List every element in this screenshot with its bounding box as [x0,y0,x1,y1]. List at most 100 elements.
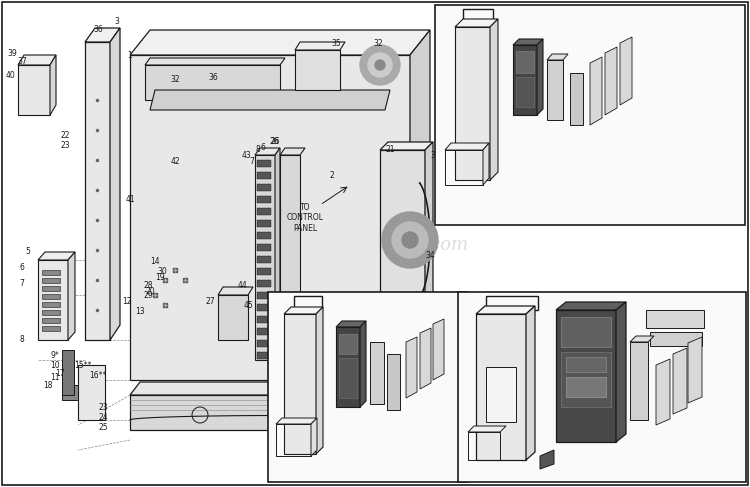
Text: 29: 29 [143,292,153,300]
Text: FD: FD [301,299,315,309]
Bar [42,318,60,323]
Polygon shape [540,450,554,469]
Bar [339,358,357,398]
Text: TO A: TO A [510,190,530,200]
Text: 4: 4 [436,170,440,180]
Polygon shape [218,287,253,295]
Text: C: C [647,420,653,430]
Bar [257,220,271,227]
Polygon shape [218,295,248,340]
Text: E: E [333,410,339,418]
Text: A: A [488,15,493,23]
Polygon shape [360,321,366,407]
Polygon shape [425,142,433,380]
Text: L: L [278,470,282,480]
Text: 23: 23 [60,141,70,150]
Polygon shape [50,55,56,115]
Text: 28: 28 [143,281,153,291]
Text: ED: ED [471,13,485,23]
Text: K: K [270,413,276,423]
Polygon shape [605,47,617,115]
Text: F: F [653,426,658,434]
Polygon shape [556,310,616,442]
Polygon shape [284,307,323,314]
Polygon shape [336,321,366,327]
Bar [257,268,271,275]
Text: JD+LD: JD+LD [495,299,529,309]
Text: H: H [620,88,626,96]
Bar [257,280,271,287]
Polygon shape [420,328,431,389]
Bar [561,317,611,347]
Polygon shape [410,30,430,380]
Polygon shape [295,42,345,50]
Polygon shape [110,28,120,340]
Polygon shape [68,252,75,340]
Polygon shape [18,55,56,65]
Polygon shape [18,65,50,115]
Polygon shape [433,319,444,380]
Polygon shape [78,365,105,420]
Bar [516,51,534,73]
Text: 13: 13 [135,307,145,317]
Text: 6: 6 [260,144,266,152]
Text: 32: 32 [374,38,382,48]
Bar [486,367,516,422]
Circle shape [392,222,428,258]
Polygon shape [526,306,535,460]
Polygon shape [275,148,280,360]
Polygon shape [387,354,400,410]
Bar [257,172,271,179]
Polygon shape [130,395,430,430]
Text: 8: 8 [256,146,260,154]
Text: 1: 1 [128,51,132,59]
Text: G: G [670,414,676,424]
Text: 2: 2 [330,170,334,180]
Text: 38: 38 [430,150,439,160]
Polygon shape [316,307,323,454]
Polygon shape [62,385,78,400]
Polygon shape [556,302,626,310]
Text: F: F [587,109,592,117]
Polygon shape [295,50,340,90]
Text: 23: 23 [98,404,108,412]
Text: 2.): 2.) [278,297,293,307]
Text: C: C [560,123,566,131]
Text: 17: 17 [56,369,64,377]
Polygon shape [445,143,489,150]
Text: 24: 24 [98,413,108,423]
Circle shape [402,232,418,248]
Text: K: K [440,138,446,148]
Bar [435,5,745,225]
Text: 5: 5 [26,247,31,257]
Polygon shape [255,155,275,360]
Polygon shape [370,342,384,404]
Text: 31: 31 [410,316,420,324]
Text: A: A [524,301,529,311]
Text: 1.): 1.) [447,10,462,20]
Text: 7: 7 [20,279,25,287]
Bar [650,332,702,346]
Bar [62,350,74,395]
Text: TO A: TO A [556,466,576,474]
Bar [257,304,271,311]
Text: E: E [543,466,548,474]
Polygon shape [406,337,417,398]
Text: 8: 8 [20,336,24,344]
Polygon shape [255,148,280,155]
Bar [276,424,311,456]
Text: F: F [404,394,409,404]
Polygon shape [336,327,360,407]
Bar [458,292,746,482]
Bar [486,296,538,310]
Polygon shape [547,60,563,120]
Text: 21: 21 [386,146,394,154]
Text: 30: 30 [158,267,166,277]
Polygon shape [38,260,68,340]
Bar [42,278,60,283]
Text: 27: 27 [206,298,214,306]
Text: TO A: TO A [333,466,353,474]
Text: 3.): 3.) [468,297,483,307]
Text: 42: 42 [170,157,180,167]
Text: N: N [466,471,473,481]
